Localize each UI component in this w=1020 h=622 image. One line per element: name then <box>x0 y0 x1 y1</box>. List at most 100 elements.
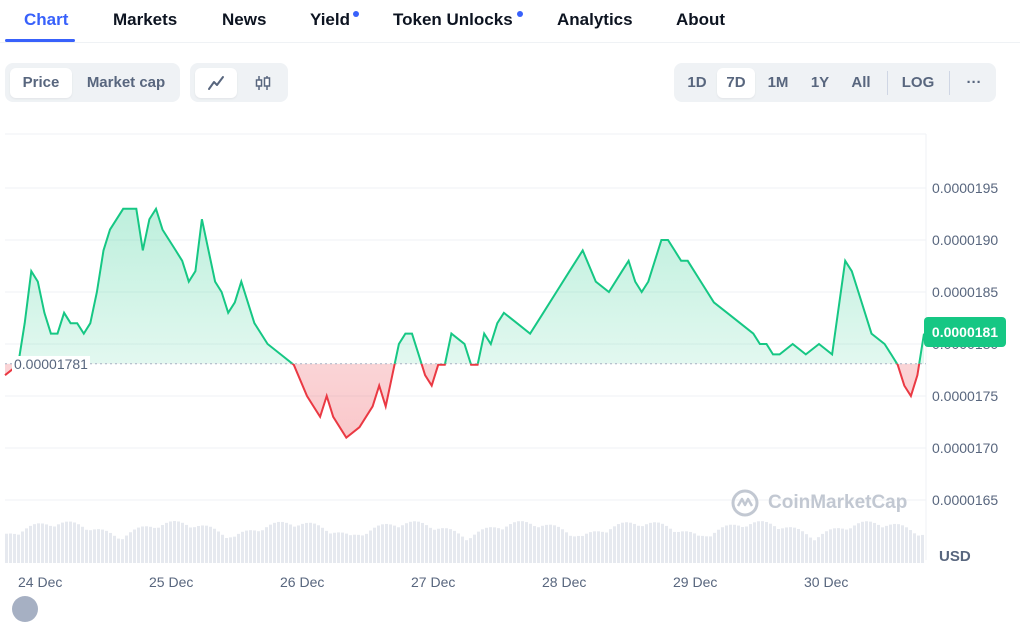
avatar[interactable] <box>12 596 38 622</box>
volume-bar <box>749 524 752 563</box>
volume-bar <box>49 525 52 563</box>
volume-bars <box>5 521 924 563</box>
volume-bar <box>377 525 380 563</box>
tab-yield[interactable]: Yield <box>310 10 350 29</box>
volume-bar <box>153 527 156 563</box>
candlestick-button[interactable] <box>242 68 284 98</box>
volume-bar <box>781 528 784 563</box>
y-tick-label: 0.0000185 <box>932 284 998 300</box>
volume-bar <box>165 522 168 563</box>
volume-bar <box>217 531 220 563</box>
tab-about[interactable]: About <box>676 10 726 29</box>
volume-bar <box>265 527 268 563</box>
reference-price-label: 0.00001781 <box>12 356 90 372</box>
volume-bar <box>441 528 444 563</box>
volume-bar <box>913 533 916 563</box>
tab-markets[interactable]: Markets <box>113 10 178 29</box>
volume-bar <box>465 540 468 563</box>
volume-bar <box>53 526 56 563</box>
volume-bar <box>21 531 24 563</box>
volume-bar <box>145 526 148 563</box>
volume-bar <box>413 521 416 563</box>
volume-bar <box>853 525 856 563</box>
price-chart[interactable]: 0.00001650.00001700.00001750.00001800.00… <box>0 130 1020 603</box>
volume-bar <box>857 523 860 563</box>
token-unlocks-new-dot <box>517 11 523 17</box>
volume-bar <box>385 523 388 563</box>
volume-bar <box>793 527 796 563</box>
volume-bar <box>813 540 816 563</box>
volume-bar <box>785 527 788 563</box>
volume-bar <box>405 523 408 563</box>
volume-bar <box>841 528 844 563</box>
range-1m-button[interactable]: 1M <box>767 74 789 91</box>
volume-bar <box>601 531 604 563</box>
volume-bar <box>821 533 824 563</box>
tab-analytics[interactable]: Analytics <box>557 10 633 29</box>
volume-bar <box>109 532 112 563</box>
volume-bar <box>289 524 292 563</box>
volume-bar <box>253 530 256 563</box>
volume-bar <box>141 526 144 563</box>
volume-bar <box>345 533 348 563</box>
volume-bar <box>765 522 768 563</box>
volume-bar <box>497 528 500 563</box>
volume-bar <box>445 528 448 563</box>
volume-bar <box>189 527 192 563</box>
volume-bar <box>457 533 460 563</box>
volume-bar <box>549 524 552 563</box>
volume-bar <box>761 521 764 563</box>
volume-bar <box>97 529 100 563</box>
range-7d-button[interactable]: 7D <box>717 68 755 98</box>
volume-bar <box>449 529 452 563</box>
watermark: CoinMarketCap <box>730 488 907 518</box>
volume-bar <box>893 523 896 563</box>
volume-bar <box>501 529 504 563</box>
watermark-text: CoinMarketCap <box>768 492 908 513</box>
tab-token-unlocks[interactable]: Token Unlocks <box>393 10 513 29</box>
x-tick-label: 26 Dec <box>280 574 324 590</box>
volume-bar <box>453 530 456 563</box>
volume-bar <box>757 521 760 563</box>
volume-bar <box>5 533 8 563</box>
volume-bar <box>613 526 616 563</box>
tab-chart[interactable]: Chart <box>24 10 69 29</box>
volume-bar <box>485 527 488 563</box>
price-button[interactable]: Price <box>10 68 72 98</box>
volume-bar <box>773 526 776 563</box>
volume-bar <box>829 529 832 563</box>
tab-news[interactable]: News <box>222 10 267 29</box>
metric-toggle: Price Market cap <box>5 63 180 102</box>
volume-bar <box>41 523 44 563</box>
volume-bar <box>285 522 288 563</box>
volume-bar <box>665 525 668 563</box>
volume-bar <box>121 539 124 563</box>
volume-bar <box>537 527 540 563</box>
line-chart-button[interactable] <box>195 68 237 98</box>
volume-bar <box>337 532 340 563</box>
volume-bar <box>37 523 40 563</box>
volume-bar <box>877 524 880 563</box>
range-all-button[interactable]: All <box>851 74 871 91</box>
range-1y-button[interactable]: 1Y <box>810 74 830 91</box>
volume-bar <box>205 525 208 563</box>
more-options-button[interactable]: ··· <box>966 74 982 91</box>
volume-bar <box>517 521 520 563</box>
volume-bar <box>13 533 16 563</box>
range-1d-button[interactable]: 1D <box>687 74 707 91</box>
volume-bar <box>93 529 96 563</box>
volume-bar <box>213 528 216 563</box>
volume-bar <box>605 532 608 563</box>
market-cap-button[interactable]: Market cap <box>86 74 166 91</box>
volume-bar <box>837 528 840 563</box>
current-price-badge: 0.0000181 <box>924 317 1006 347</box>
log-scale-button[interactable]: LOG <box>901 74 935 91</box>
volume-bar <box>697 535 700 563</box>
volume-bar <box>277 521 280 563</box>
volume-bar <box>633 523 636 563</box>
volume-bar <box>173 521 176 563</box>
volume-bar <box>125 535 128 563</box>
volume-bar <box>905 527 908 563</box>
volume-bar <box>185 524 188 563</box>
volume-bar <box>197 526 200 563</box>
